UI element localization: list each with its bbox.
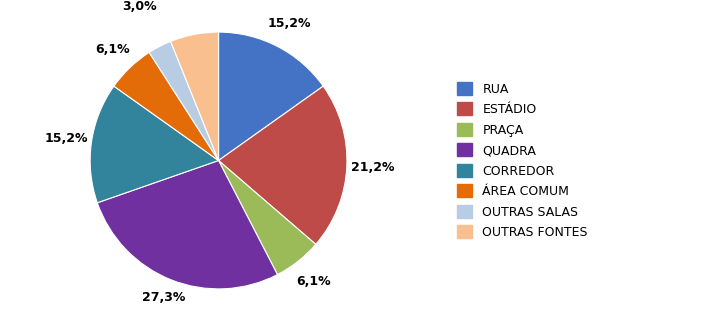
Text: 3,0%: 3,0% (122, 0, 157, 13)
Wedge shape (90, 86, 219, 203)
Text: 27,3%: 27,3% (142, 291, 185, 304)
Wedge shape (219, 32, 323, 160)
Wedge shape (149, 41, 219, 160)
Wedge shape (114, 52, 219, 160)
Text: 6,1%: 6,1% (297, 275, 331, 288)
Text: 21,2%: 21,2% (350, 161, 394, 174)
Wedge shape (219, 160, 316, 274)
Wedge shape (171, 32, 219, 160)
Wedge shape (97, 160, 278, 289)
Text: 15,2%: 15,2% (267, 17, 311, 30)
Wedge shape (219, 86, 347, 244)
Text: 15,2%: 15,2% (44, 132, 87, 145)
Text: 6,1%: 6,1% (95, 42, 130, 56)
Legend: RUA, ESTÁDIO, PRAÇA, QUADRA, CORREDOR, ÁREA COMUM, OUTRAS SALAS, OUTRAS FONTES: RUA, ESTÁDIO, PRAÇA, QUADRA, CORREDOR, Á… (458, 82, 588, 239)
